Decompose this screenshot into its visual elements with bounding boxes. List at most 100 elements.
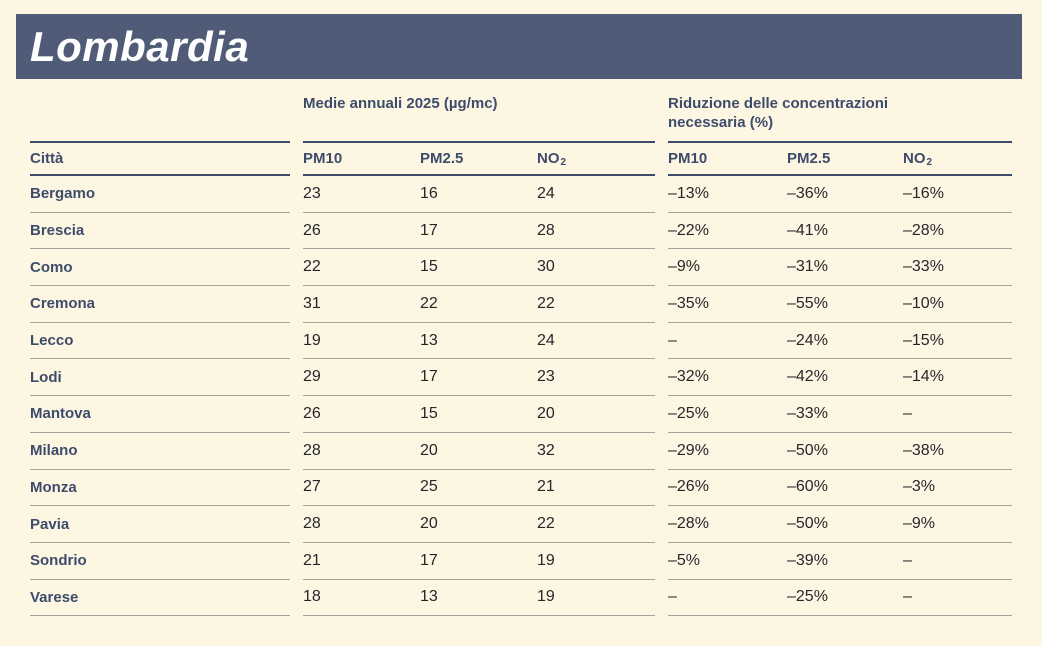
red-pm10-cell: –25%: [668, 396, 787, 433]
red-pm10-cell: –35%: [668, 286, 787, 323]
city-cell: Milano: [30, 433, 290, 470]
column-gap: [290, 249, 303, 286]
column-header-red-no2: NO 2: [903, 141, 1012, 176]
no2-subscript: 2: [926, 157, 933, 168]
city-cell: Como: [30, 249, 290, 287]
column-gap: [655, 213, 668, 250]
red-pm25-cell: –36%: [787, 176, 903, 213]
red-no2-cell: –28%: [903, 213, 1012, 250]
avg-no2-cell: 22: [537, 286, 655, 323]
red-no2-cell: –: [903, 580, 1012, 617]
column-gap: [290, 470, 303, 507]
column-gap: [290, 359, 303, 396]
avg-pm10-cell: 19: [303, 323, 420, 360]
red-pm10-cell: –13%: [668, 176, 787, 213]
city-cell: Varese: [30, 580, 290, 617]
column-gap: [290, 286, 303, 323]
avg-no2-cell: 19: [537, 543, 655, 580]
column-header-red-pm10: PM10: [668, 141, 787, 176]
column-gap: [655, 80, 668, 141]
avg-pm10-cell: 21: [303, 543, 420, 580]
red-no2-cell: –16%: [903, 176, 1012, 213]
column-gap: [290, 506, 303, 543]
red-pm25-cell: –55%: [787, 286, 903, 323]
avg-pm25-cell: 25: [420, 470, 537, 507]
city-cell: Bergamo: [30, 176, 290, 213]
red-pm25-cell: –33%: [787, 396, 903, 433]
red-no2-cell: –: [903, 396, 1012, 433]
avg-pm10-cell: 18: [303, 580, 420, 617]
avg-no2-cell: 24: [537, 176, 655, 213]
avg-pm25-cell: 17: [420, 543, 537, 580]
column-gap: [290, 213, 303, 250]
city-cell: Monza: [30, 470, 290, 507]
avg-no2-cell: 24: [537, 323, 655, 360]
red-pm10-cell: –5%: [668, 543, 787, 580]
red-no2-cell: –33%: [903, 249, 1012, 287]
red-pm10-cell: –26%: [668, 470, 787, 507]
air-quality-table: Medie annuali 2025 (µg/mc) Riduzione del…: [30, 80, 1012, 617]
no2-subscript: 2: [560, 157, 567, 168]
avg-pm25-cell: 13: [420, 580, 537, 617]
avg-pm10-cell: 27: [303, 470, 420, 507]
red-pm25-cell: –50%: [787, 506, 903, 543]
avg-pm25-cell: 17: [420, 359, 537, 397]
avg-pm10-cell: 23: [303, 176, 420, 213]
avg-no2-cell: 30: [537, 249, 655, 287]
avg-no2-cell: 28: [537, 213, 655, 250]
column-gap: [655, 176, 668, 213]
city-cell: Lecco: [30, 323, 290, 360]
avg-pm25-cell: 22: [420, 286, 537, 323]
column-header-avg-pm25: PM2.5: [420, 141, 537, 176]
avg-no2-cell: 20: [537, 396, 655, 433]
red-pm25-cell: –39%: [787, 543, 903, 580]
city-cell: Pavia: [30, 506, 290, 543]
red-pm25-cell: –60%: [787, 470, 903, 507]
column-header-city: Città: [30, 141, 290, 176]
red-pm25-cell: –42%: [787, 359, 903, 397]
red-pm25-cell: –31%: [787, 249, 903, 287]
column-gap: [655, 580, 668, 617]
column-gap: [290, 141, 303, 176]
city-cell: Mantova: [30, 396, 290, 433]
avg-pm25-cell: 20: [420, 506, 537, 543]
red-pm10-cell: –29%: [668, 433, 787, 470]
city-cell: Lodi: [30, 359, 290, 397]
avg-pm10-cell: 22: [303, 249, 420, 287]
no2-label: NO: [903, 150, 926, 167]
red-pm10-cell: –22%: [668, 213, 787, 250]
avg-pm25-cell: 16: [420, 176, 537, 213]
avg-pm25-cell: 17: [420, 213, 537, 250]
avg-no2-cell: 23: [537, 359, 655, 397]
column-gap: [655, 506, 668, 543]
column-gap: [290, 433, 303, 470]
red-pm25-cell: –25%: [787, 580, 903, 617]
red-pm25-cell: –24%: [787, 323, 903, 360]
red-no2-cell: –9%: [903, 506, 1012, 543]
avg-pm10-cell: 26: [303, 396, 420, 433]
column-gap: [655, 249, 668, 286]
column-gap: [655, 396, 668, 433]
avg-no2-cell: 22: [537, 506, 655, 543]
red-pm25-cell: –50%: [787, 433, 903, 470]
red-no2-cell: –15%: [903, 323, 1012, 360]
red-pm10-cell: –: [668, 323, 787, 360]
red-no2-cell: –38%: [903, 433, 1012, 470]
column-gap: [290, 543, 303, 580]
no2-label: NO: [537, 150, 560, 167]
region-header-band: Lombardia: [16, 14, 1022, 79]
column-gap: [290, 396, 303, 433]
avg-pm25-cell: 15: [420, 249, 537, 287]
avg-pm10-cell: 28: [303, 433, 420, 470]
avg-no2-cell: 32: [537, 433, 655, 470]
group-header-averages: Medie annuali 2025 (µg/mc): [303, 95, 498, 112]
red-no2-cell: –10%: [903, 286, 1012, 323]
column-gap: [655, 543, 668, 580]
city-cell: Sondrio: [30, 543, 290, 580]
column-header-red-pm25: PM2.5: [787, 141, 903, 176]
avg-pm10-cell: 31: [303, 286, 420, 323]
city-cell: Cremona: [30, 286, 290, 323]
column-gap: [655, 470, 668, 507]
column-gap: [655, 359, 668, 396]
column-header-avg-pm10: PM10: [303, 141, 420, 176]
